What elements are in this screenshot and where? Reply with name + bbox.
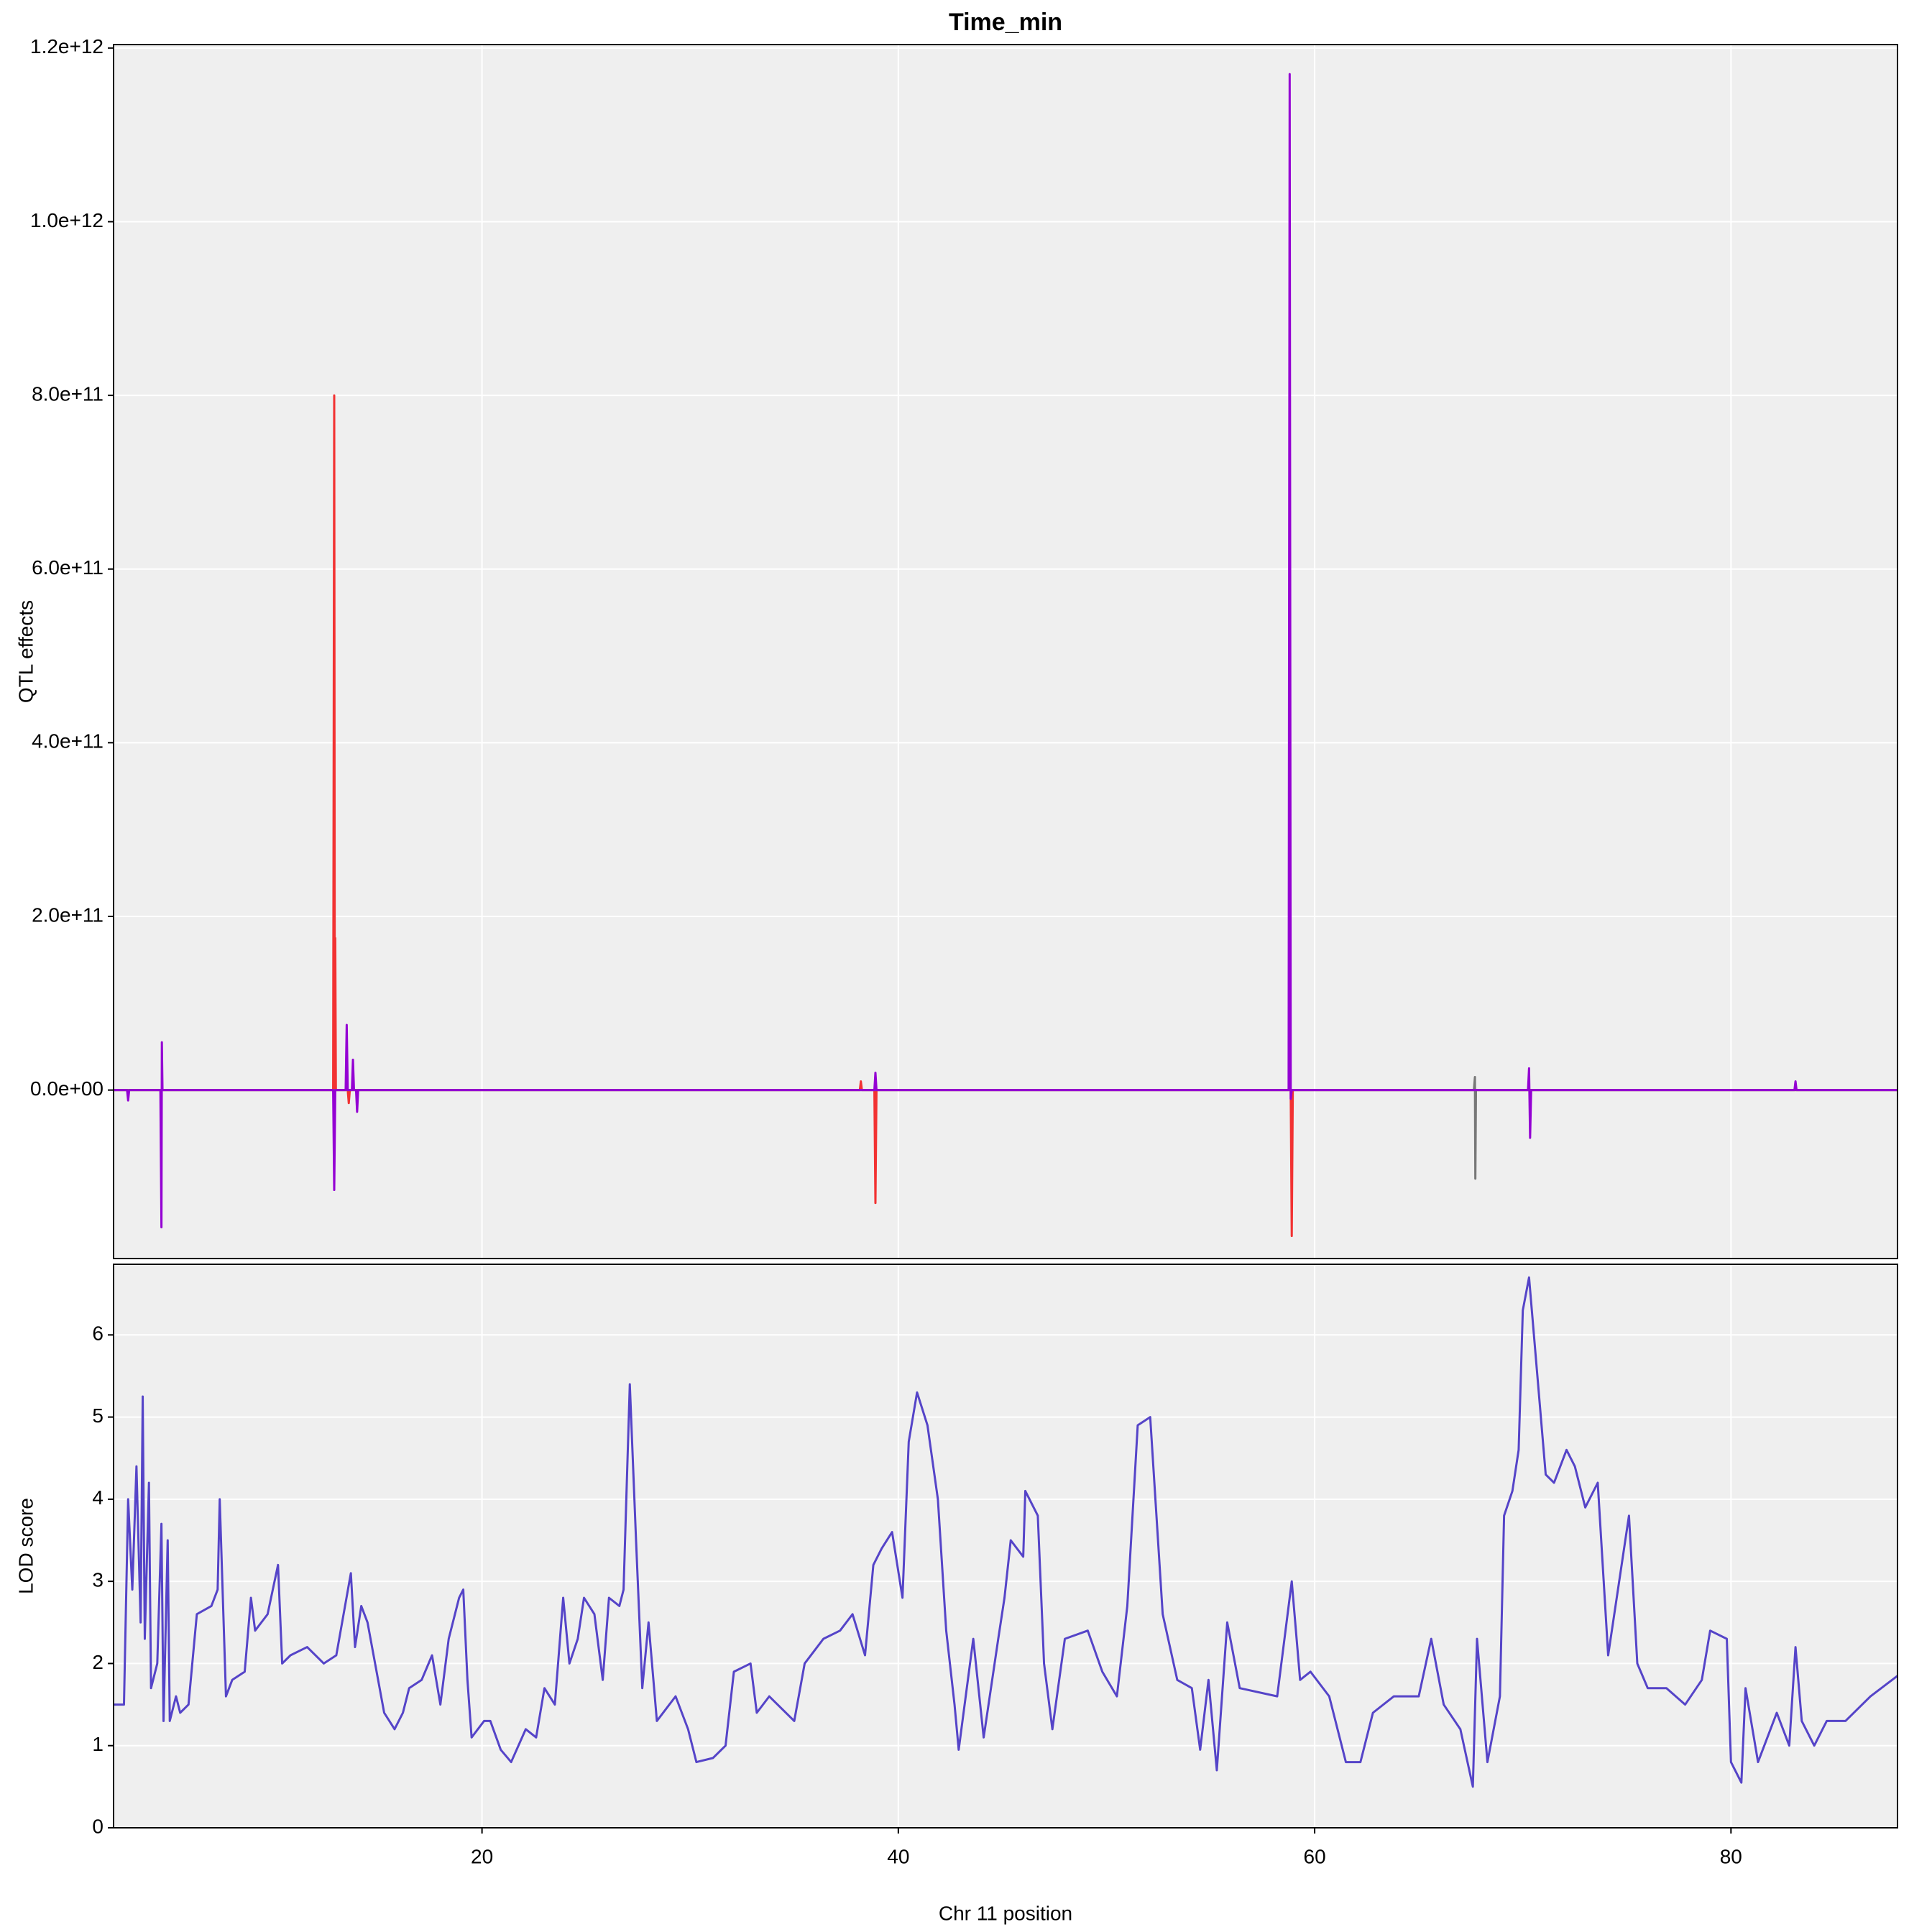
x-tick-label: 80: [1720, 1845, 1742, 1867]
y-tick-label: 0.0e+00: [30, 1077, 104, 1100]
y-tick-label: 1.0e+12: [30, 209, 104, 231]
y-axis-label: QTL effects: [14, 600, 37, 703]
y-tick-label: 5: [92, 1404, 104, 1427]
data-line: [114, 73, 1898, 1229]
y-axis-label: LOD score: [14, 1498, 37, 1594]
y-tick-label: 6: [92, 1322, 104, 1345]
x-tick-label: 40: [887, 1845, 909, 1867]
y-tick-label: 2.0e+11: [32, 903, 104, 926]
y-tick-label: 3: [92, 1569, 104, 1591]
y-tick-label: 0: [92, 1815, 104, 1837]
x-tick-label: 20: [471, 1845, 493, 1867]
y-tick-label: 4: [92, 1486, 104, 1509]
y-tick-label: 2: [92, 1651, 104, 1673]
y-tick-label: 4.0e+11: [32, 730, 104, 753]
y-tick-label: 6.0e+11: [32, 556, 104, 579]
plot-background: [114, 1264, 1898, 1828]
y-tick-label: 1.2e+12: [30, 35, 104, 58]
y-tick-label: 1: [92, 1733, 104, 1755]
plot-frame: [113, 44, 1898, 1259]
chart-title: Time_min: [949, 9, 1062, 36]
x-tick-label: 60: [1304, 1845, 1326, 1867]
data-line: [114, 1276, 1898, 1788]
x-axis-label: Chr 11 position: [939, 1902, 1072, 1924]
y-tick-label: 8.0e+11: [32, 382, 104, 405]
plot-frame: [113, 1264, 1898, 1828]
plot-background: [114, 45, 1898, 1259]
